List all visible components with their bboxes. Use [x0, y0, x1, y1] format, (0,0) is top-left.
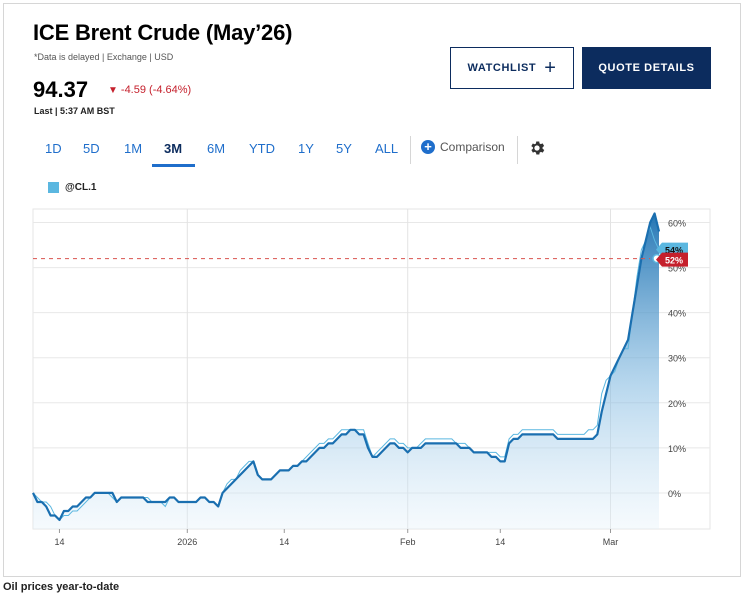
legend-label: @CL.1	[65, 182, 97, 193]
end-label-series: 54%	[665, 246, 683, 256]
divider	[410, 136, 411, 164]
x-tick-label: Mar	[603, 537, 619, 547]
series-area	[33, 213, 659, 529]
tab-1d[interactable]: 1D	[45, 141, 62, 156]
data-delay-note: *Data is delayed | Exchange | USD	[34, 52, 174, 62]
x-tick-label: 14	[279, 537, 289, 547]
chart-legend: @CL.1	[48, 182, 96, 193]
x-tick-label: Feb	[400, 537, 416, 547]
plus-icon: +	[544, 57, 557, 79]
y-tick-label: 30%	[668, 354, 686, 364]
price-change: ▼ -4.59 (-4.64%)	[108, 84, 191, 96]
watchlist-button[interactable]: WATCHLIST +	[450, 47, 574, 89]
active-tab-indicator	[152, 164, 195, 167]
y-tick-label: 10%	[668, 444, 686, 454]
price-change-value: -4.59 (-4.64%)	[120, 84, 192, 96]
end-label-reference-bg	[656, 252, 688, 267]
last-updated: Last | 5:37 AM BST	[34, 106, 115, 116]
quote-details-button[interactable]: QUOTE DETAILS	[582, 47, 711, 89]
tab-ytd[interactable]: YTD	[249, 141, 275, 156]
x-tick-label: 2026	[177, 537, 197, 547]
tab-5y[interactable]: 5Y	[336, 141, 352, 156]
add-circle-icon: +	[421, 140, 435, 154]
tab-3m[interactable]: 3M	[164, 141, 183, 156]
tab-1y[interactable]: 1Y	[298, 141, 314, 156]
end-label-reference: 52%	[665, 256, 683, 266]
last-price: 94.37	[33, 77, 89, 102]
page-title: ICE Brent Crude (May’26)	[33, 20, 293, 45]
series-line	[32, 212, 661, 522]
watchlist-label: WATCHLIST	[467, 62, 537, 74]
x-tick-label: 14	[495, 537, 505, 547]
chart-caption: Oil prices year-to-date	[3, 581, 120, 593]
comparison-label: Comparison	[440, 140, 505, 154]
tab-5d[interactable]: 5D	[83, 141, 100, 156]
x-tick-label: 14	[54, 537, 64, 547]
y-tick-label: 60%	[668, 219, 686, 229]
tab-all[interactable]: ALL	[375, 141, 399, 156]
y-tick-label: 50%	[668, 264, 686, 274]
tab-1m[interactable]: 1M	[124, 141, 143, 156]
legend-swatch	[48, 182, 59, 193]
comparison-button[interactable]: + Comparison	[421, 140, 505, 154]
down-arrow-icon: ▼	[108, 85, 118, 96]
gear-icon[interactable]	[528, 139, 546, 157]
tab-6m[interactable]: 6M	[207, 141, 226, 156]
y-tick-label: 0%	[668, 489, 681, 499]
divider	[517, 136, 518, 164]
y-tick-label: 20%	[668, 399, 686, 409]
y-tick-label: 40%	[668, 309, 686, 319]
chart-card	[3, 3, 741, 577]
